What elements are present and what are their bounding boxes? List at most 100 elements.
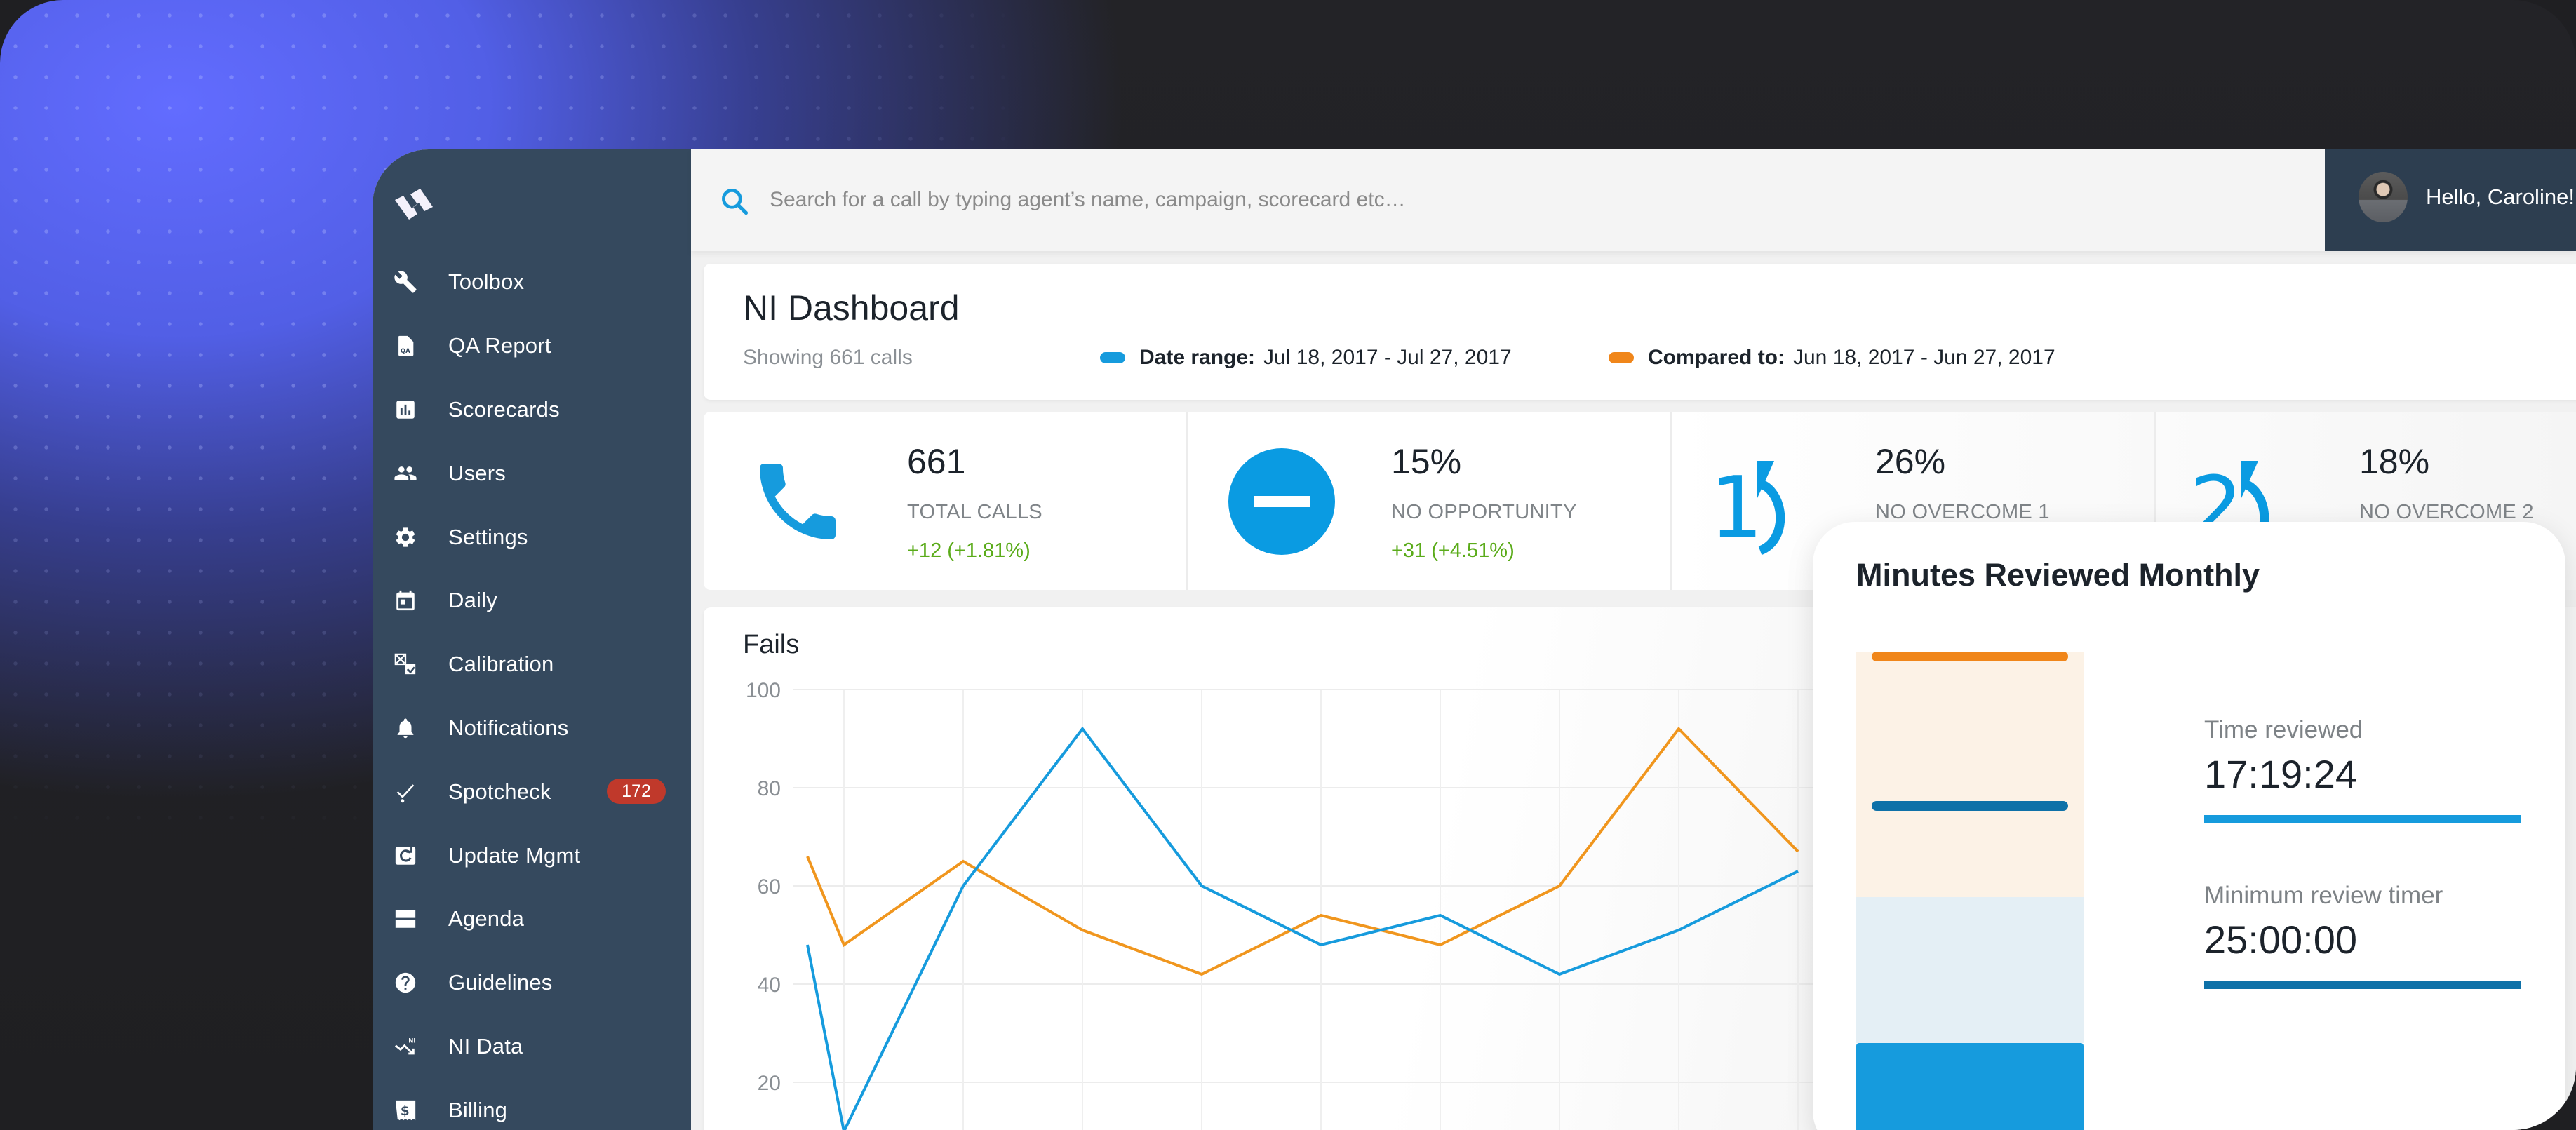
sidebar-item-label: Settings [448,524,528,549]
max-marker [1872,652,2068,661]
svg-text:20: 20 [758,1072,781,1095]
greeting-text: Hello, Caroline! [2426,184,2575,209]
sidebar-item-label: QA Report [448,333,551,358]
svg-text:NI: NI [408,1037,415,1044]
sidebar-item-label: Spotcheck [448,779,551,804]
sidebar-item-notifications[interactable]: Notifications [373,697,691,760]
calendar-icon [394,588,417,612]
user-menu[interactable]: Hello, Caroline! [2325,149,2576,251]
fails-chart-card: Fails 020406080100 [704,607,1993,1130]
gear-icon [394,525,417,549]
kpi-label: NO OVERCOME 2 [2359,501,2534,523]
kpi-no-opportunity[interactable]: 15% NO OPPORTUNITY +31 (+4.51%) [1188,412,1672,590]
min-timer-value: 25:00:00 [2204,917,2357,962]
sidebar-item-label: NI Data [448,1033,523,1058]
spotcheck-count-badge: 172 [607,779,666,805]
blue-legend-swatch [1100,352,1125,363]
no-entry-icon [1228,448,1335,555]
retry-1-icon: 1 [1710,459,1785,557]
target-segment [1856,897,2084,1043]
sidebar-item-label: Users [448,460,506,485]
sidebar-item-label: Scorecards [448,396,560,422]
dashboard-header-card: NI Dashboard Showing 661 calls Date rang… [704,264,2576,400]
kpi-label: NO OVERCOME 1 [1875,501,2050,523]
kpi-delta: +12 (+1.81%) [907,539,1031,562]
kpi-value: 18% [2359,442,2430,481]
billing-icon: $ [394,1098,417,1122]
sidebar-item-users[interactable]: Users [373,441,691,505]
min-timer-bar [2204,981,2521,989]
sidebar-item-ni-data[interactable]: NI NI Data [373,1015,691,1079]
sidebar-item-guidelines[interactable]: Guidelines [373,951,691,1015]
kpi-label: TOTAL CALLS [907,501,1042,523]
sidebar-item-settings[interactable]: Settings [373,505,691,569]
svg-text:100: 100 [746,679,781,702]
search-input[interactable] [770,177,2102,222]
kpi-value: 15% [1391,442,1462,481]
update-icon [394,844,417,868]
reviewed-segment [1856,1043,2084,1130]
compared-to-label: Compared to: [1648,346,1785,369]
min-timer-label: Minimum review timer [2204,882,2443,909]
kpi-value: 26% [1875,442,1946,481]
date-range-legend[interactable]: Date range: Jul 18, 2017 - Jul 27, 2017 [1100,346,1512,370]
bell-icon [394,716,417,740]
date-range-label: Date range: [1139,346,1256,369]
time-reviewed-label: Time reviewed [2204,716,2363,744]
phone-icon [760,464,836,539]
time-reviewed-bar [2204,815,2521,823]
qa-report-icon: QA [394,334,417,358]
kpi-total-calls[interactable]: 661 TOTAL CALLS +12 (+1.81%) [704,412,1188,590]
orange-legend-swatch [1609,352,1634,363]
kpi-label: NO OPPORTUNITY [1391,501,1577,523]
sidebar-item-label: Notifications [448,715,569,740]
compared-to-value: Jun 18, 2017 - Jun 27, 2017 [1793,346,2055,369]
sidebar-item-update-mgmt[interactable]: Update Mgmt [373,823,691,887]
bar-chart-icon [394,398,417,422]
users-icon [394,462,417,485]
wrench-icon [394,270,417,294]
sidebar-item-label: Update Mgmt [448,842,581,868]
minutes-card-title: Minutes Reviewed Monthly [1856,557,2260,593]
spotcheck-icon [394,780,417,804]
minutes-reviewed-card: Minutes Reviewed Monthly Time reviewed 1… [1813,522,2565,1130]
sidebar-item-billing[interactable]: $ Billing [373,1078,691,1130]
dashboard-window: Toolbox QA QA Report Scorecards [373,149,2576,1130]
page-title: NI Dashboard [743,288,960,328]
date-range-value: Jul 18, 2017 - Jul 27, 2017 [1263,346,1512,369]
sidebar-item-label: Toolbox [448,269,525,295]
sidebar-nav: Toolbox QA QA Report Scorecards [373,250,691,1130]
sidebar-item-daily[interactable]: Daily [373,569,691,633]
sidebar-item-calibration[interactable]: Calibration [373,633,691,697]
sidebar-item-label: Guidelines [448,970,553,995]
sidebar: Toolbox QA QA Report Scorecards [373,149,691,1130]
svg-text:40: 40 [758,974,781,997]
sidebar-item-label: Agenda [448,906,525,931]
compared-to-legend[interactable]: Compared to: Jun 18, 2017 - Jun 27, 2017 [1609,346,2055,370]
top-bar: Hello, Caroline! [691,149,2576,251]
avatar[interactable] [2359,172,2408,222]
svg-text:QA: QA [401,348,410,355]
help-circle-icon [394,971,417,995]
sidebar-item-label: Calibration [448,652,554,677]
minutes-stack-bar [1856,652,2084,1130]
svg-text:60: 60 [758,875,781,899]
kpi-value: 661 [907,442,966,481]
sidebar-item-scorecards[interactable]: Scorecards [373,378,691,442]
calibration-icon [394,652,417,676]
sidebar-item-toolbox[interactable]: Toolbox [373,250,691,314]
search-icon[interactable] [719,186,750,217]
fails-line-chart[interactable]: 020406080100 [704,678,1993,1130]
sidebar-item-agenda[interactable]: Agenda [373,887,691,951]
kpi-delta: +31 (+4.51%) [1391,539,1515,562]
agenda-icon [394,907,417,931]
call-count-text: Showing 661 calls [743,346,913,369]
remaining-segment [1856,652,2084,897]
sidebar-item-spotcheck[interactable]: Spotcheck 172 [373,760,691,823]
chart-title: Fails [743,630,800,659]
app-logo-icon[interactable] [394,184,444,224]
sidebar-item-qa-report[interactable]: QA QA Report [373,314,691,378]
minimum-marker [1872,801,2068,811]
svg-text:80: 80 [758,777,781,800]
